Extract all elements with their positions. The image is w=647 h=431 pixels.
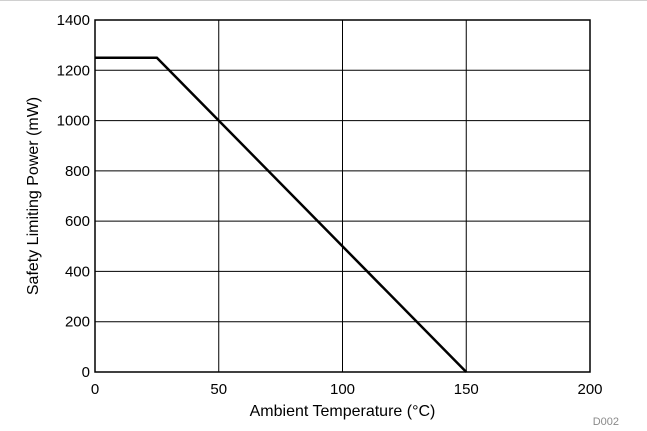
x-tick-label: 200 (577, 381, 602, 398)
y-tick-label: 0 (82, 364, 90, 381)
y-tick-label: 600 (65, 213, 90, 230)
y-tick-label: 800 (65, 163, 90, 180)
y-tick-label: 400 (65, 263, 90, 280)
figure-id-label: D002 (593, 416, 619, 428)
x-tick-label: 50 (210, 381, 227, 398)
grid (95, 20, 590, 372)
y-tick-label: 1000 (57, 113, 90, 130)
plot-area-frame (94, 19, 591, 373)
x-axis-ticks: 0 50 100 150 200 (91, 381, 603, 398)
y-axis-title: Safety Limiting Power (mW) (25, 97, 42, 295)
x-tick-label: 150 (454, 381, 479, 398)
x-tick-label: 100 (330, 381, 355, 398)
y-axis-ticks: 0 200 400 600 800 1000 1200 1400 (57, 12, 90, 381)
series-line (95, 56, 468, 373)
y-tick-label: 1400 (57, 12, 90, 29)
y-tick-label: 200 (65, 314, 90, 331)
y-tick-label: 1200 (57, 62, 90, 79)
series-layer (95, 56, 468, 373)
x-axis-title: Ambient Temperature (°C) (250, 403, 436, 420)
x-tick-label: 0 (91, 381, 99, 398)
